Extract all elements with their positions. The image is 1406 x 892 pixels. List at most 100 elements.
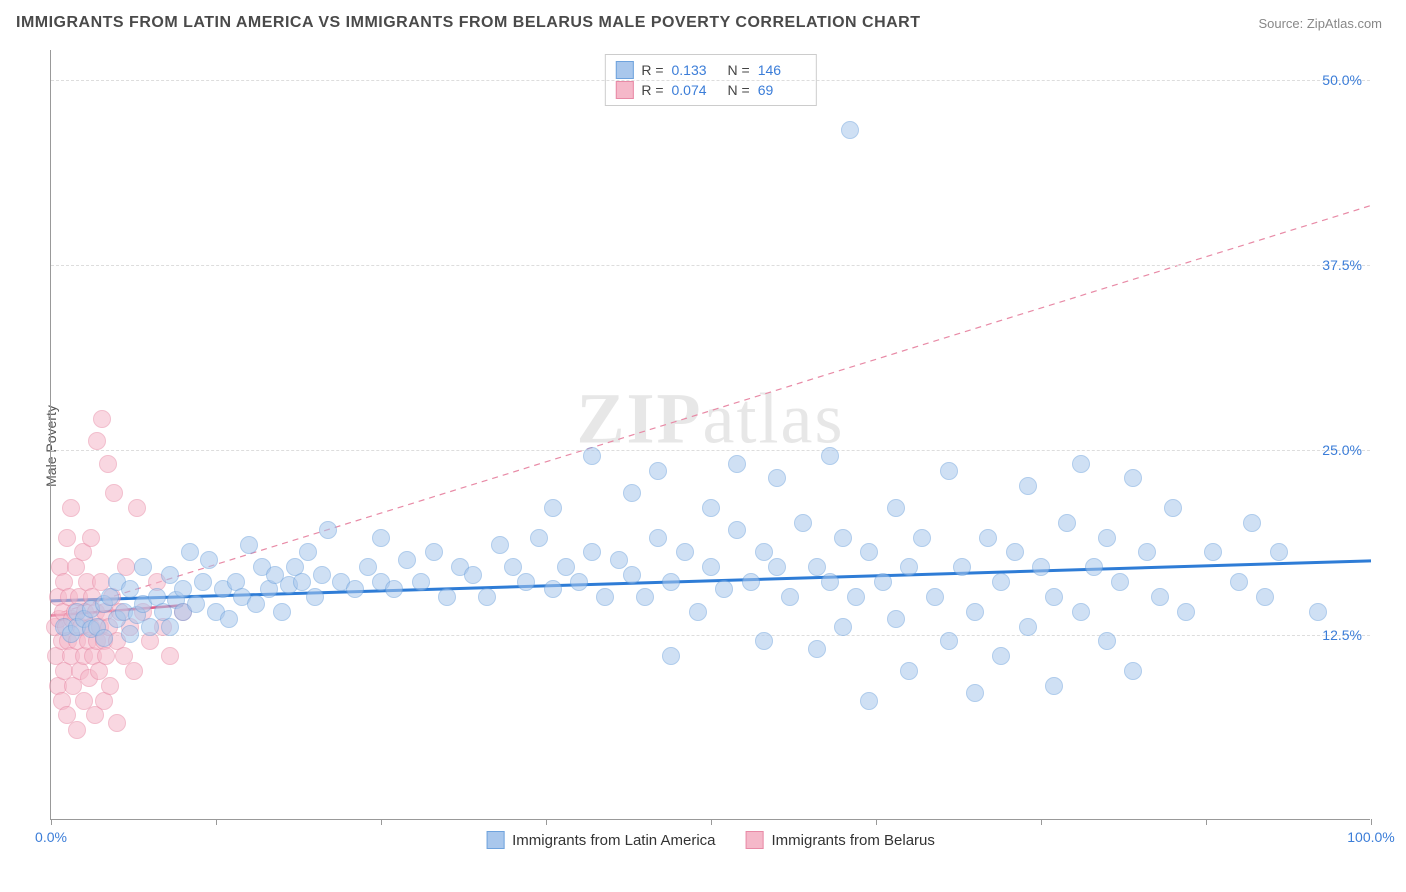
- scatter-point: [596, 588, 614, 606]
- legend-label: Immigrants from Latin America: [512, 832, 715, 849]
- scatter-point: [412, 573, 430, 591]
- scatter-point: [1151, 588, 1169, 606]
- scatter-point: [372, 529, 390, 547]
- y-tick-label: 25.0%: [1322, 442, 1362, 458]
- scatter-point: [1309, 603, 1327, 621]
- scatter-point: [1072, 455, 1090, 473]
- scatter-point: [200, 551, 218, 569]
- scatter-point: [900, 558, 918, 576]
- scatter-point: [1138, 543, 1156, 561]
- scatter-point: [808, 558, 826, 576]
- scatter-point: [174, 580, 192, 598]
- scatter-point: [649, 529, 667, 547]
- scatter-point: [319, 521, 337, 539]
- r-label: R =: [641, 82, 663, 98]
- scatter-point: [940, 632, 958, 650]
- scatter-point: [794, 514, 812, 532]
- scatter-point: [781, 588, 799, 606]
- scatter-point: [610, 551, 628, 569]
- scatter-point: [247, 595, 265, 613]
- scatter-point: [99, 455, 117, 473]
- gridline: [51, 450, 1370, 451]
- scatter-point: [953, 558, 971, 576]
- scatter-point: [121, 625, 139, 643]
- scatter-point: [544, 499, 562, 517]
- scatter-point: [768, 558, 786, 576]
- scatter-point: [240, 536, 258, 554]
- swatch-icon: [615, 61, 633, 79]
- scatter-point: [887, 499, 905, 517]
- gridline: [51, 80, 1370, 81]
- scatter-point: [187, 595, 205, 613]
- legend-row-latin-america: R = 0.133 N = 146: [615, 61, 805, 79]
- scatter-point: [583, 543, 601, 561]
- scatter-point: [359, 558, 377, 576]
- scatter-point: [662, 647, 680, 665]
- gridline: [51, 635, 1370, 636]
- scatter-point: [702, 558, 720, 576]
- scatter-point: [926, 588, 944, 606]
- scatter-point: [95, 629, 113, 647]
- scatter-point: [425, 543, 443, 561]
- scatter-point: [992, 573, 1010, 591]
- scatter-point: [834, 529, 852, 547]
- scatter-point: [715, 580, 733, 598]
- scatter-point: [1098, 632, 1116, 650]
- x-tick-label: 100.0%: [1347, 829, 1394, 845]
- x-tick: [1371, 819, 1372, 825]
- trend-lines-layer: [51, 50, 1370, 819]
- scatter-point: [1111, 573, 1129, 591]
- scatter-point: [273, 603, 291, 621]
- scatter-point: [128, 499, 146, 517]
- scatter-point: [1124, 662, 1142, 680]
- chart-title: IMMIGRANTS FROM LATIN AMERICA VS IMMIGRA…: [16, 14, 921, 32]
- scatter-point: [755, 543, 773, 561]
- scatter-point: [1256, 588, 1274, 606]
- scatter-point: [306, 588, 324, 606]
- n-label: N =: [728, 82, 750, 98]
- scatter-point: [728, 455, 746, 473]
- scatter-point: [940, 462, 958, 480]
- scatter-point: [860, 543, 878, 561]
- series-legend: Immigrants from Latin America Immigrants…: [486, 831, 935, 849]
- scatter-point: [544, 580, 562, 598]
- scatter-point: [141, 618, 159, 636]
- scatter-point: [623, 566, 641, 584]
- n-label: N =: [728, 62, 750, 78]
- scatter-point: [979, 529, 997, 547]
- scatter-point: [62, 499, 80, 517]
- legend-label: Immigrants from Belarus: [772, 832, 935, 849]
- scatter-point: [121, 580, 139, 598]
- n-value: 69: [758, 82, 806, 98]
- scatter-plot-area: ZIPatlas R = 0.133 N = 146 R = 0.074 N =…: [50, 50, 1370, 820]
- scatter-point: [1230, 573, 1248, 591]
- scatter-point: [583, 447, 601, 465]
- scatter-point: [728, 521, 746, 539]
- scatter-point: [58, 529, 76, 547]
- scatter-point: [992, 647, 1010, 665]
- scatter-point: [385, 580, 403, 598]
- scatter-point: [702, 499, 720, 517]
- scatter-point: [194, 573, 212, 591]
- scatter-point: [125, 662, 143, 680]
- scatter-point: [768, 469, 786, 487]
- scatter-point: [1098, 529, 1116, 547]
- scatter-point: [161, 566, 179, 584]
- scatter-point: [821, 573, 839, 591]
- scatter-point: [108, 714, 126, 732]
- scatter-point: [346, 580, 364, 598]
- swatch-icon: [746, 831, 764, 849]
- source-label: Source: ZipAtlas.com: [1258, 16, 1382, 31]
- scatter-point: [161, 647, 179, 665]
- scatter-point: [755, 632, 773, 650]
- r-label: R =: [641, 62, 663, 78]
- scatter-point: [464, 566, 482, 584]
- scatter-point: [834, 618, 852, 636]
- scatter-point: [874, 573, 892, 591]
- scatter-point: [1019, 618, 1037, 636]
- watermark-text: ZIPatlas: [577, 378, 845, 461]
- scatter-point: [82, 529, 100, 547]
- scatter-point: [491, 536, 509, 554]
- x-tick: [1041, 819, 1042, 825]
- scatter-point: [1164, 499, 1182, 517]
